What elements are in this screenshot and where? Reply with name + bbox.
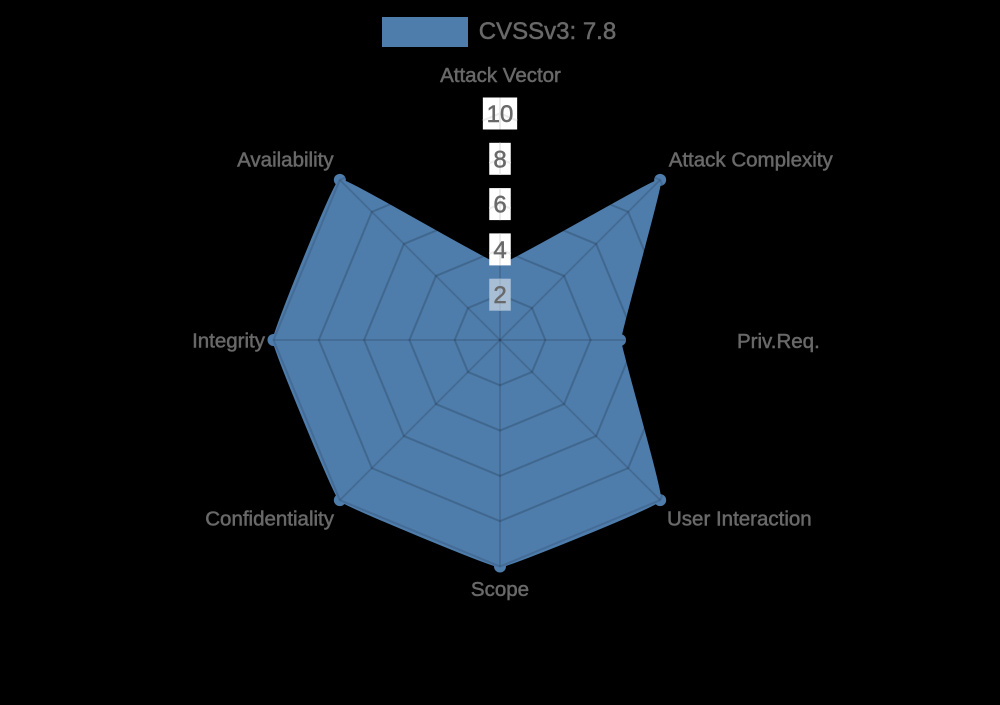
svg-text:Integrity: Integrity xyxy=(192,329,266,352)
svg-text:4: 4 xyxy=(493,237,506,264)
svg-text:2: 2 xyxy=(493,282,506,309)
svg-text:Priv.Req.: Priv.Req. xyxy=(737,330,820,353)
svg-text:Confidentiality: Confidentiality xyxy=(205,508,335,531)
svg-text:8: 8 xyxy=(493,146,506,173)
svg-text:Attack Complexity: Attack Complexity xyxy=(669,149,834,172)
svg-text:6: 6 xyxy=(493,192,506,219)
svg-text:10: 10 xyxy=(487,101,514,128)
svg-text:Attack Vector: Attack Vector xyxy=(440,64,561,87)
svg-text:CVSSv3: 7.8: CVSSv3: 7.8 xyxy=(479,18,616,45)
svg-text:Availability: Availability xyxy=(237,149,334,172)
svg-text:Scope: Scope xyxy=(471,578,529,601)
svg-text:User Interaction: User Interaction xyxy=(667,508,812,531)
